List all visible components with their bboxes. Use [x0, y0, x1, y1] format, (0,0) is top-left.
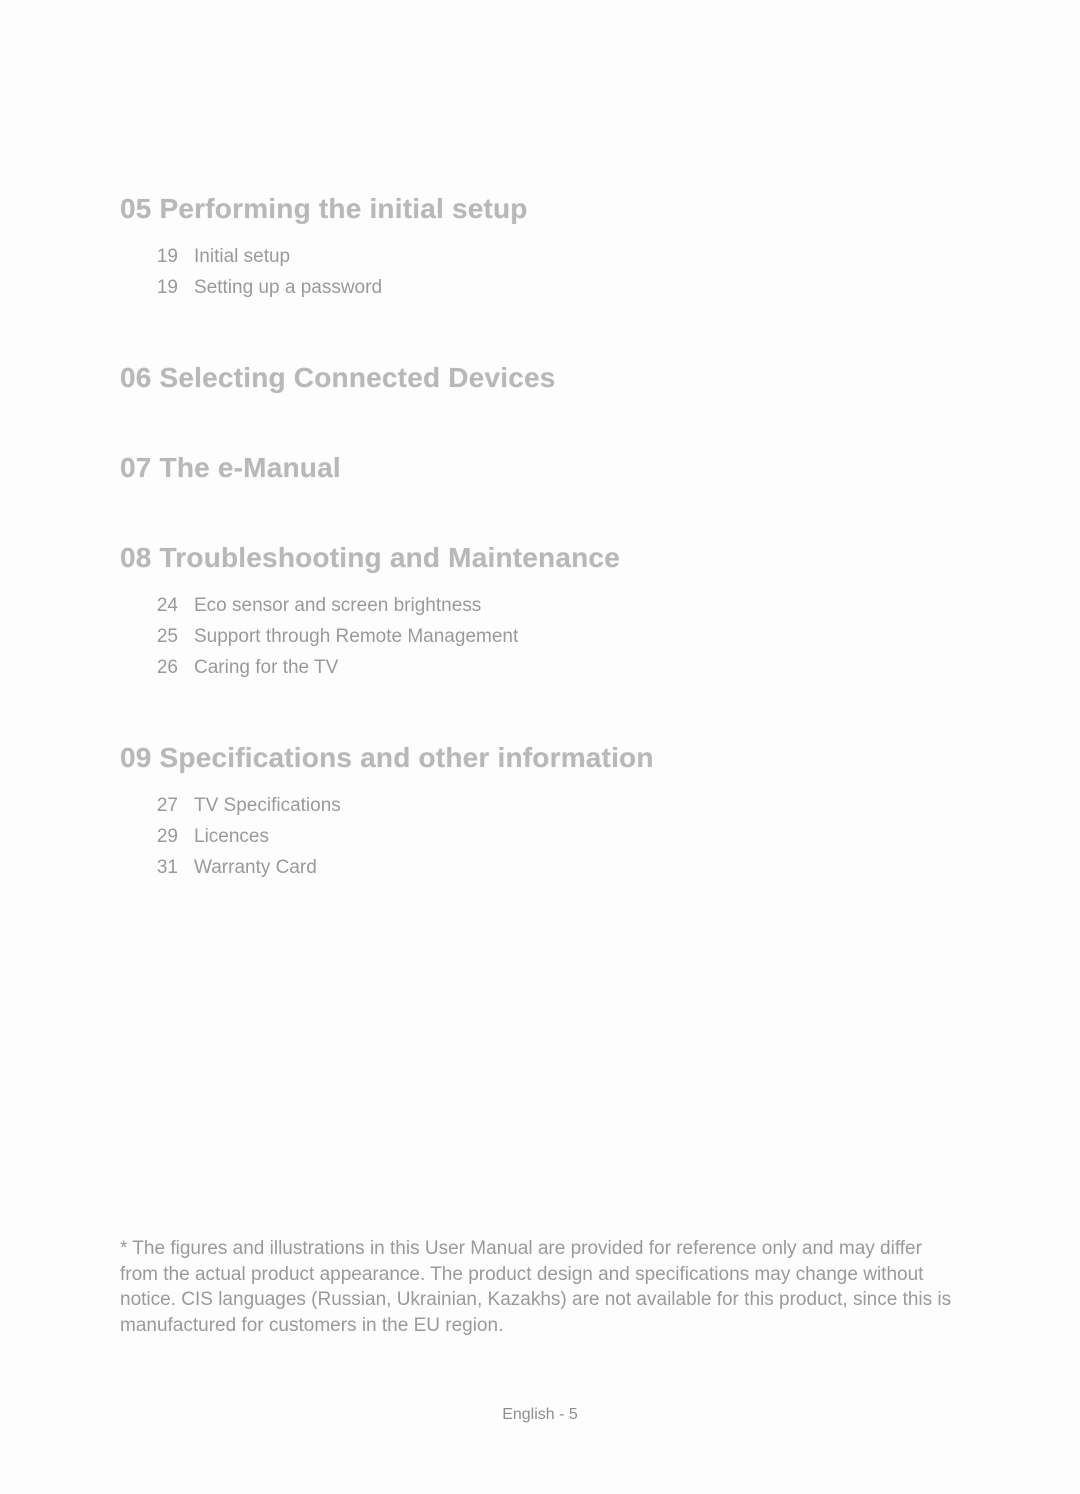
item-label: Licences: [194, 821, 269, 852]
toc-section-08: 08 Troubleshooting and Maintenance 24 Ec…: [120, 542, 965, 684]
item-page: 19: [154, 272, 178, 303]
section-number: 08: [120, 542, 152, 573]
item-page: 29: [154, 821, 178, 852]
section-number: 05: [120, 193, 152, 224]
item-label: Support through Remote Management: [194, 621, 518, 652]
section-items: 27 TV Specifications 29 Licences 31 Warr…: [120, 790, 965, 884]
item-label: Caring for the TV: [194, 652, 338, 683]
section-heading: 07 The e-Manual: [120, 452, 965, 484]
section-title: The e-Manual: [160, 452, 341, 483]
section-heading: 05 Performing the initial setup: [120, 193, 965, 225]
toc-item: 19 Initial setup: [154, 241, 965, 272]
item-label: TV Specifications: [194, 790, 341, 821]
item-page: 31: [154, 852, 178, 883]
section-number: 06: [120, 362, 152, 393]
section-heading: 06 Selecting Connected Devices: [120, 362, 965, 394]
toc-item: 27 TV Specifications: [154, 790, 965, 821]
section-number: 07: [120, 452, 152, 483]
item-page: 27: [154, 790, 178, 821]
item-label: Setting up a password: [194, 272, 382, 303]
section-title: Specifications and other information: [160, 742, 654, 773]
toc-section-05: 05 Performing the initial setup 19 Initi…: [120, 193, 965, 304]
section-number: 09: [120, 742, 152, 773]
item-page: 25: [154, 621, 178, 652]
section-heading: 08 Troubleshooting and Maintenance: [120, 542, 965, 574]
toc-item: 19 Setting up a password: [154, 272, 965, 303]
toc-section-07: 07 The e-Manual: [120, 452, 965, 484]
section-items: 24 Eco sensor and screen brightness 25 S…: [120, 590, 965, 684]
item-label: Eco sensor and screen brightness: [194, 590, 481, 621]
toc-section-09: 09 Specifications and other information …: [120, 742, 965, 884]
toc-item: 31 Warranty Card: [154, 852, 965, 883]
toc-item: 25 Support through Remote Management: [154, 621, 965, 652]
item-page: 26: [154, 652, 178, 683]
toc-content: 05 Performing the initial setup 19 Initi…: [0, 0, 1080, 884]
section-items: 19 Initial setup 19 Setting up a passwor…: [120, 241, 965, 304]
toc-section-06: 06 Selecting Connected Devices: [120, 362, 965, 394]
toc-item: 29 Licences: [154, 821, 965, 852]
page-footer: English - 5: [0, 1406, 1080, 1424]
toc-item: 24 Eco sensor and screen brightness: [154, 590, 965, 621]
section-title: Selecting Connected Devices: [160, 362, 556, 393]
section-heading: 09 Specifications and other information: [120, 742, 965, 774]
item-label: Warranty Card: [194, 852, 317, 883]
footnote-text: * The figures and illustrations in this …: [120, 1236, 965, 1339]
item-page: 24: [154, 590, 178, 621]
toc-item: 26 Caring for the TV: [154, 652, 965, 683]
section-title: Troubleshooting and Maintenance: [160, 542, 620, 573]
item-page: 19: [154, 241, 178, 272]
section-title: Performing the initial setup: [160, 193, 528, 224]
item-label: Initial setup: [194, 241, 290, 272]
